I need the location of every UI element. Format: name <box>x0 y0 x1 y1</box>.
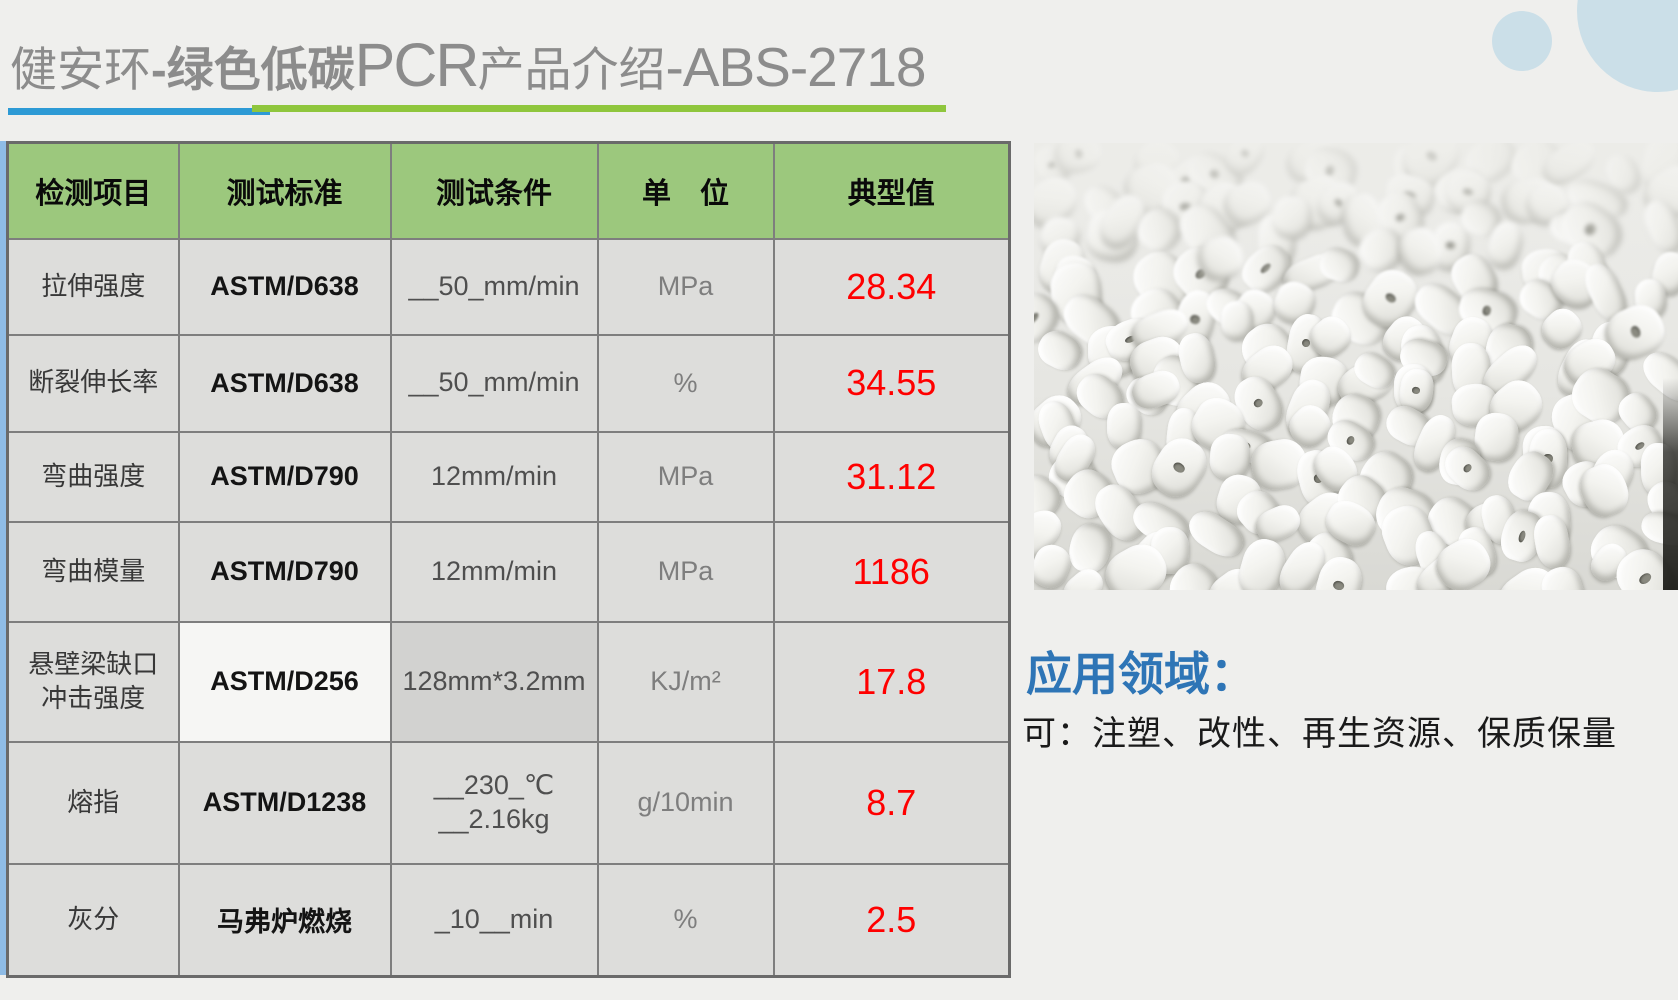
title-brand: 健安环 <box>10 43 151 96</box>
header-cell-0: 检测项目 <box>6 141 180 240</box>
header-cell-2: 测试条件 <box>389 141 599 240</box>
decor-circle-small <box>1492 11 1552 71</box>
product-pellets-photo <box>1034 143 1678 590</box>
cell-condition: _10__min <box>389 862 599 978</box>
cell-condition: 128mm*3.2mm <box>389 620 599 743</box>
cell-unit: % <box>596 333 775 433</box>
table-body: 拉伸强度 ASTM/D638 __50_mm/min MPa 28.34 断裂伸长率 AST… <box>6 237 1011 978</box>
cell-standard: 马弗炉燃烧 <box>177 862 392 978</box>
title-model: -ABS-2718 <box>665 36 926 98</box>
cell-standard: ASTM/D790 <box>177 430 392 523</box>
cell-unit: KJ/m² <box>596 620 775 743</box>
cell-value: 31.12 <box>772 430 1011 523</box>
cell-value: 1186 <box>772 520 1011 623</box>
title-suffix: 产品介绍 <box>477 43 666 96</box>
cell-value: 8.7 <box>772 740 1011 865</box>
title-highlight: -绿色低碳 <box>151 43 355 96</box>
application-heading: 应用领域： <box>1026 647 1256 701</box>
table-header-row: 检测项目 测试标准 测试条件单 位典型值 <box>6 141 1011 240</box>
cell-unit: MPa <box>596 430 775 523</box>
cell-item: 灰分 <box>6 862 180 978</box>
cell-unit: g/10min <box>596 740 775 865</box>
table-row: 弯曲模量 ASTM/D790 12mm/min MPa 1186 <box>6 520 1011 623</box>
cell-unit: MPa <box>596 520 775 623</box>
table-row: 熔指 ASTM/D1238 __230_℃ __2.16kg g/10min 8.7 <box>6 740 1011 865</box>
header-cell-4: 典型值 <box>772 141 1011 240</box>
cell-standard: ASTM/D638 <box>177 237 392 336</box>
cell-item: 弯曲模量 <box>6 520 180 623</box>
cell-condition: __230_℃ __2.16kg <box>389 740 599 865</box>
cell-condition: 12mm/min <box>389 430 599 523</box>
cell-standard: ASTM/D790 <box>177 520 392 623</box>
cell-item: 弯曲强度 <box>6 430 180 523</box>
table-row: 弯曲强度 ASTM/D790 12mm/min MPa 31.12 <box>6 430 1011 523</box>
table-row: 悬壁梁缺口 冲击强度 ASTM/D256 128mm*3.2mm KJ/m² 17.8 <box>6 620 1011 743</box>
cell-standard: ASTM/D256 <box>177 620 392 743</box>
cell-condition: __50_mm/min <box>389 237 599 336</box>
cell-value: 28.34 <box>772 237 1011 336</box>
cell-unit: MPa <box>596 237 775 336</box>
table-row: 拉伸强度 ASTM/D638 __50_mm/min MPa 28.34 <box>6 237 1011 336</box>
page-title: 健安环-绿色低碳PCR产品介绍-ABS-2718 <box>10 30 927 100</box>
cell-standard: ASTM/D1238 <box>177 740 392 865</box>
table-row: 断裂伸长率 ASTM/D638 __50_mm/min% 34.55 <box>6 333 1011 433</box>
title-acronym: PCR <box>354 31 480 99</box>
application-text: 可：注塑、改性、再生资源、保质保量 <box>1022 714 1617 754</box>
header-cell-3: 单 位 <box>596 141 775 240</box>
decor-circle-large <box>1577 0 1678 92</box>
cell-item: 悬壁梁缺口 冲击强度 <box>6 620 180 743</box>
cell-value: 17.8 <box>772 620 1011 743</box>
cell-item: 熔指 <box>6 740 180 865</box>
cell-condition: __50_mm/min <box>389 333 599 433</box>
title-underline-blue <box>8 108 270 115</box>
cell-standard: ASTM/D638 <box>177 333 392 433</box>
table-left-accent <box>0 141 6 975</box>
title-underline-green <box>252 105 946 112</box>
cell-item: 拉伸强度 <box>6 237 180 336</box>
header-cell-1: 测试标准 <box>177 141 392 240</box>
cell-unit: % <box>596 862 775 978</box>
spec-table: 检测项目 测试标准 测试条件单 位典型值 拉伸强度 ASTM/D638 __50_mm/… <box>6 141 1011 978</box>
cell-value: 34.55 <box>772 333 1011 433</box>
cell-item: 断裂伸长率 <box>6 333 180 433</box>
cell-condition: 12mm/min <box>389 520 599 623</box>
table-row: 灰分 马弗炉燃烧 _10__min% 2.5 <box>6 862 1011 978</box>
cell-value: 2.5 <box>772 862 1011 978</box>
